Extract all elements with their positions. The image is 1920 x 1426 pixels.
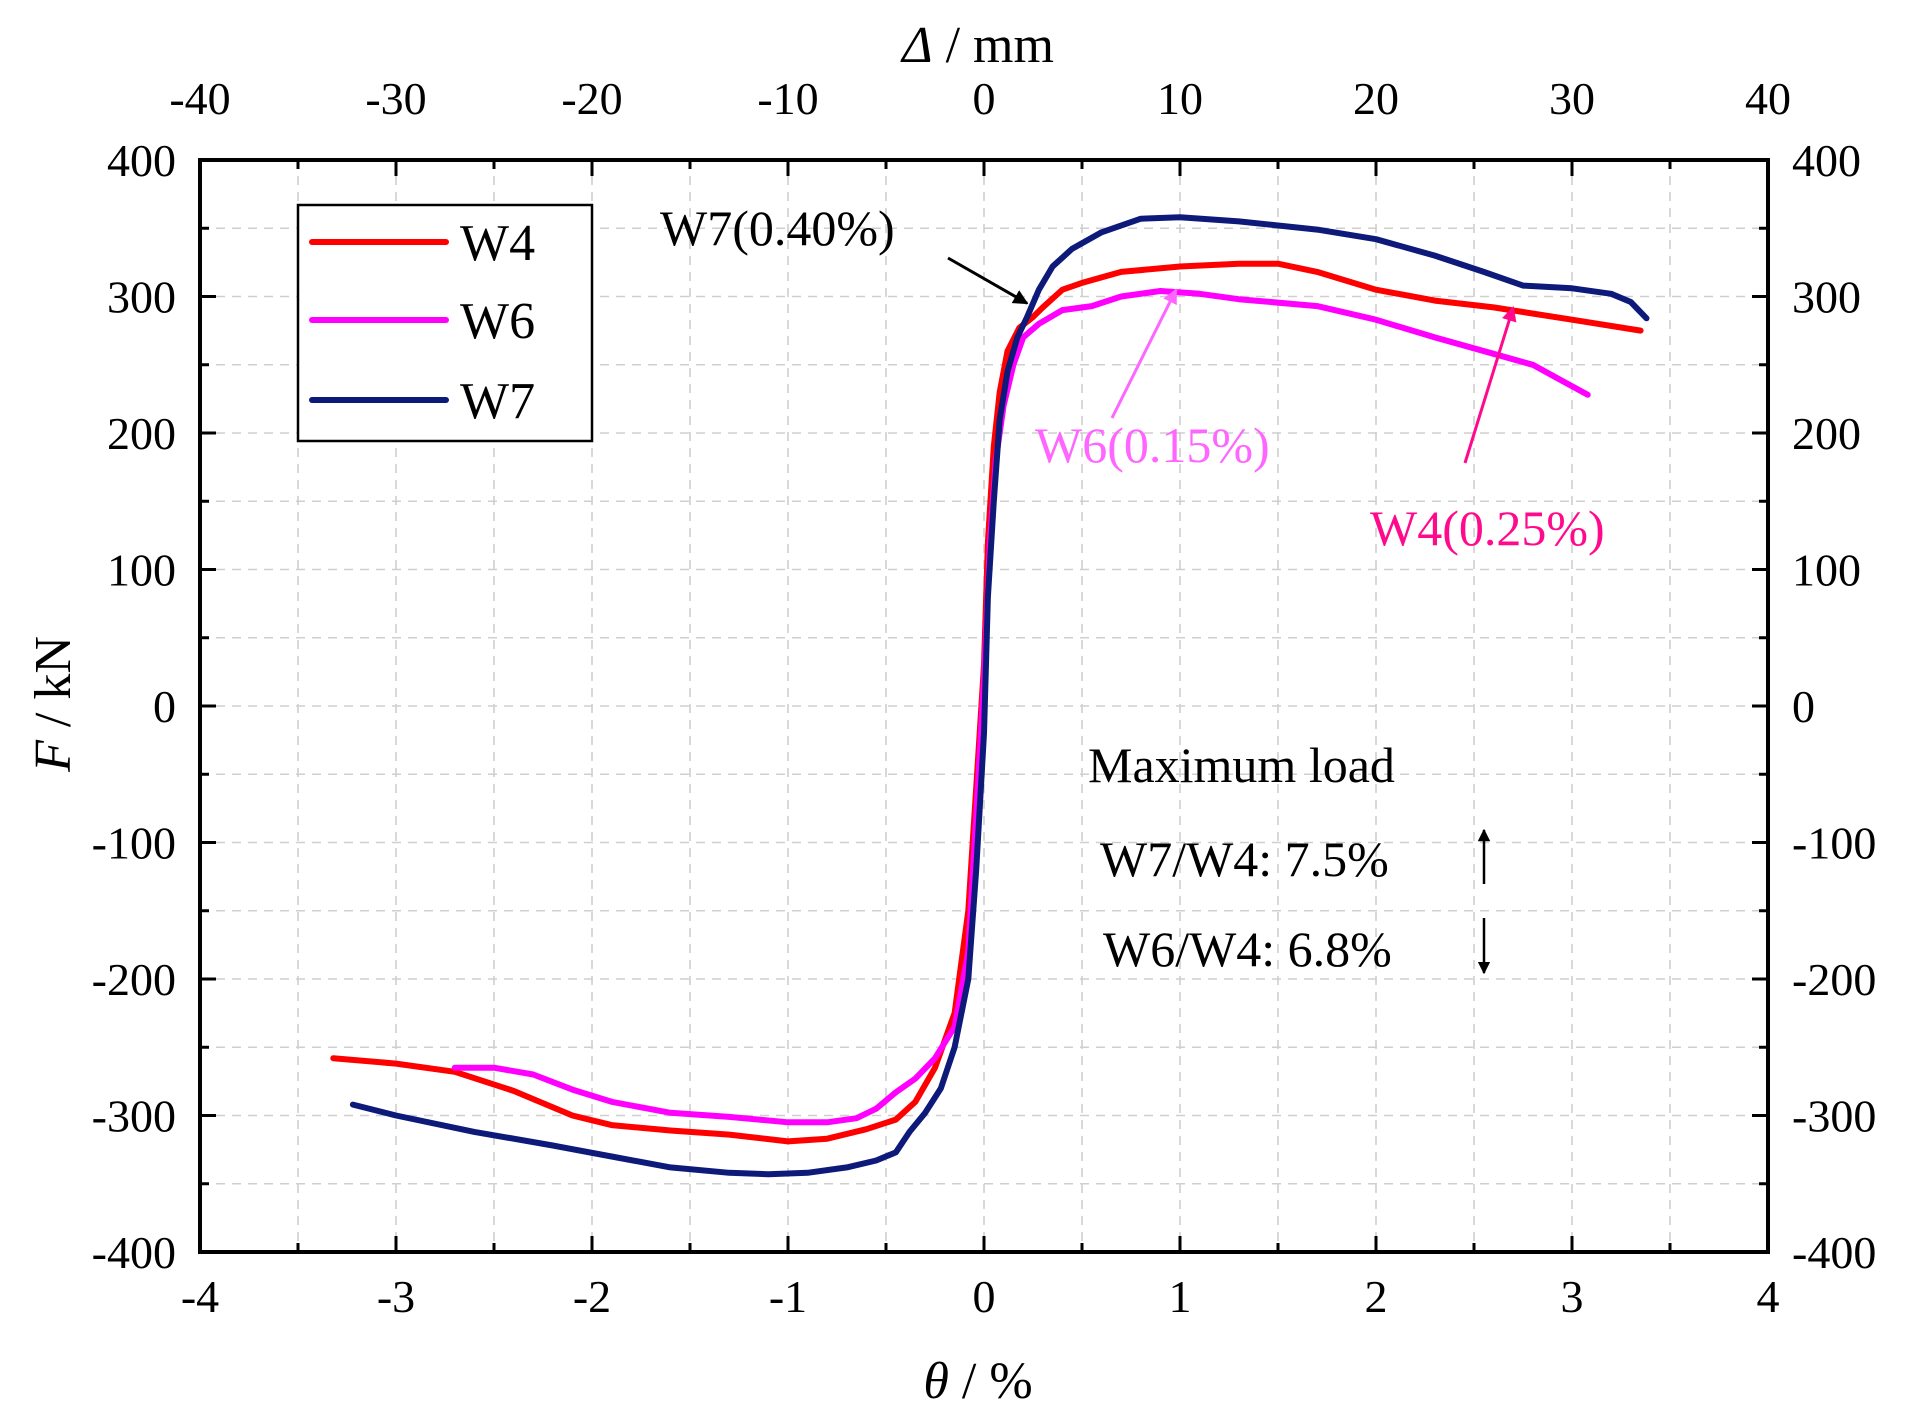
y-tick-label: 200 <box>107 408 176 459</box>
annotation-w7-label: W7(0.40%) <box>660 200 895 256</box>
top-axis-symbol: Δ <box>900 17 933 74</box>
x-tick-label: 4 <box>1757 1271 1780 1322</box>
x-tick-label: 0 <box>973 1271 996 1322</box>
annotation-w4-label: W4(0.25%) <box>1370 500 1605 556</box>
y-right-tick-label: -100 <box>1792 818 1876 869</box>
series-layer <box>330 214 1650 1178</box>
top-tick-label: -40 <box>169 73 230 124</box>
y-tick-label: 100 <box>107 545 176 596</box>
y-right-tick-label: 400 <box>1792 135 1861 186</box>
y-right-tick-label: 300 <box>1792 272 1861 323</box>
top-axis-unit: / mm <box>933 17 1054 74</box>
y-right-tick-label: -400 <box>1792 1227 1876 1278</box>
x-tick-label: 2 <box>1365 1271 1388 1322</box>
x-tick-label: -4 <box>181 1271 219 1322</box>
y-tick-label: 0 <box>153 681 176 732</box>
y-axis-title: F / kN <box>25 636 82 773</box>
top-tick-label: 10 <box>1157 73 1203 124</box>
top-tick-label: 20 <box>1353 73 1399 124</box>
x-axis-title: θ / % <box>923 1353 1032 1410</box>
top-tick-label: 0 <box>973 73 996 124</box>
top-tick-label: -20 <box>561 73 622 124</box>
y-tick-label: -400 <box>92 1227 176 1278</box>
x-tick-label: 3 <box>1561 1271 1584 1322</box>
x-axis-unit: / % <box>949 1353 1033 1410</box>
y-right-tick-label: -300 <box>1792 1091 1876 1142</box>
x-tick-label: -1 <box>769 1271 807 1322</box>
axes: -4 -3 -2 -1 0 1 2 3 4-40 -30 -20 -10 0 10 20 30 40-400 -4… <box>92 73 1877 1322</box>
legend: W4 W6 W7 <box>296 203 594 443</box>
y-right-tick-label: 0 <box>1792 681 1815 732</box>
y-axis-unit: / kN <box>25 636 82 740</box>
x-tick-label: -3 <box>377 1271 415 1322</box>
legend-label-w7: W7 <box>460 373 535 430</box>
series-line-w7 <box>349 214 1650 1178</box>
y-tick-label: -200 <box>92 954 176 1005</box>
annotation-w6-label: W6(0.15%) <box>1035 417 1270 473</box>
y-right-tick-label: -200 <box>1792 954 1876 1005</box>
y-right-tick-label: 200 <box>1792 408 1861 459</box>
annotation-w6-arrow <box>1110 288 1178 419</box>
y-axis-symbol: F <box>25 739 82 773</box>
legend-label-w6: W6 <box>460 293 535 350</box>
legend-label-w4: W4 <box>460 215 535 272</box>
top-tick-label: -30 <box>365 73 426 124</box>
annotation-w7-arrow <box>947 256 1029 305</box>
top-tick-label: 30 <box>1549 73 1595 124</box>
y-tick-label: 300 <box>107 272 176 323</box>
x-axis-symbol: θ <box>923 1353 949 1410</box>
top-tick-label: -10 <box>757 73 818 124</box>
y-tick-label: 400 <box>107 135 176 186</box>
y-tick-label: -100 <box>92 818 176 869</box>
y-tick-label: -300 <box>92 1091 176 1142</box>
ratio-w7-w4: W7/W4: 7.5% <box>1100 831 1389 887</box>
top-axis-title: Δ / mm <box>900 17 1054 74</box>
annotation-w4-arrow <box>1463 305 1517 464</box>
x-tick-label: -2 <box>573 1271 611 1322</box>
top-tick-label: 40 <box>1745 73 1791 124</box>
ratio-w6-w4: W6/W4: 6.8% <box>1103 921 1392 977</box>
annotations: W7(0.40%) W6(0.15%) W4(0.25%) Maximum lo… <box>660 200 1605 977</box>
y-right-tick-label: 100 <box>1792 545 1861 596</box>
x-tick-label: 1 <box>1169 1271 1192 1322</box>
max-load-title: Maximum load <box>1088 737 1395 793</box>
